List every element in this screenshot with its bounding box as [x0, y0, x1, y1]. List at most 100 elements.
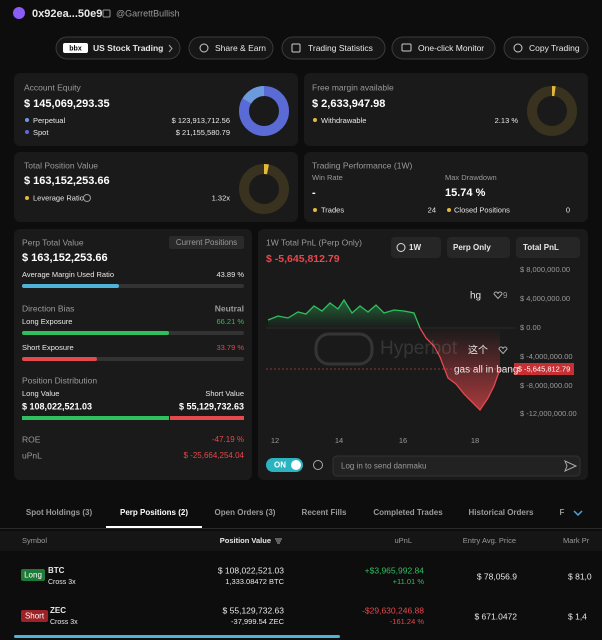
mark-price: $ 1,4 [568, 611, 587, 621]
label: Account Equity [24, 82, 81, 92]
card [304, 73, 588, 146]
donut-segment [242, 86, 265, 104]
tab[interactable]: Spot Holdings (3) [26, 508, 93, 517]
button-label: Copy Trading [529, 43, 580, 53]
side: Long [24, 571, 42, 580]
label: Max Drawdown [445, 173, 497, 182]
button-label: One-click Monitor [418, 43, 484, 53]
sort-icon[interactable] [275, 538, 282, 544]
tab[interactable]: Open Orders (3) [215, 508, 276, 517]
handle: @GarrettBullish [116, 8, 180, 18]
column-header[interactable]: Symbol [22, 536, 47, 545]
button[interactable] [391, 36, 496, 60]
tab[interactable]: Completed Trades [373, 508, 443, 517]
value: $ 163,152,253.66 [22, 252, 108, 264]
placeholder: Log in to send danmaku [341, 462, 426, 471]
card [14, 152, 298, 222]
label: Position Distribution [22, 375, 97, 385]
x-label: 18 [471, 436, 479, 445]
position-value: $ 55,129,732.63 [223, 605, 285, 615]
label: uPnL [22, 450, 42, 460]
entry-price: $ 78,056.9 [477, 571, 517, 581]
value: $ 108,022,521.03 [22, 401, 92, 411]
symbol: ZEC [50, 606, 66, 615]
column-header[interactable]: Position Value [220, 536, 271, 545]
label: Free margin available [312, 82, 394, 92]
dot [25, 118, 29, 122]
bar-fill [22, 357, 97, 361]
title: 1W Total PnL (Perp Only) [266, 237, 362, 247]
item-name: Trades [321, 205, 344, 214]
upnl: +$3,965,992.84 [365, 565, 425, 575]
button[interactable] [503, 36, 589, 60]
item-name: Spot [33, 128, 49, 137]
button[interactable] [55, 36, 181, 60]
send-icon[interactable] [564, 460, 578, 472]
y-label: $ -12,000,000.00 [520, 409, 577, 418]
dropdown[interactable] [391, 237, 441, 258]
tab[interactable]: F [560, 508, 565, 517]
avatar[interactable] [13, 7, 25, 19]
copy-icon[interactable] [102, 9, 111, 18]
toggle-knob [291, 460, 301, 470]
tab[interactable]: Recent Fills [302, 508, 347, 517]
scrollbar[interactable] [14, 635, 340, 638]
table-header [0, 531, 602, 551]
dot [447, 208, 451, 212]
toggle-label: ON [274, 461, 286, 470]
bar-fill [22, 331, 169, 335]
dropdown[interactable] [447, 237, 510, 258]
item-name: Withdrawable [321, 116, 366, 125]
item-value: 0 [566, 205, 570, 214]
margin: Cross 3x [50, 619, 78, 626]
value: Neutral [215, 303, 244, 313]
column-header[interactable]: Mark Pr [563, 536, 590, 545]
icon [291, 43, 301, 53]
settings-icon[interactable] [313, 460, 323, 470]
value: $ 145,069,293.35 [24, 98, 110, 110]
bar-fill [22, 284, 119, 288]
entry-price: $ 671.0472 [474, 611, 517, 621]
dropdown[interactable] [516, 237, 580, 258]
value: $ -25,664,254.04 [184, 451, 245, 460]
icon [396, 243, 406, 252]
danmaku-input[interactable] [332, 455, 581, 477]
label: Total Position Value [24, 160, 98, 170]
y-label: $ 8,000,000.00 [520, 265, 570, 274]
value: 43.89 % [216, 270, 244, 279]
button[interactable] [188, 36, 274, 60]
item-value: 24 [428, 205, 436, 214]
heart-icon[interactable] [498, 346, 508, 355]
value: $ -5,645,812.79 [266, 253, 340, 265]
danmaku-likes: 9 [503, 291, 508, 300]
danmaku: hg [470, 291, 481, 302]
column-header[interactable]: uPnL [394, 536, 412, 545]
tab[interactable]: Historical Orders [469, 508, 534, 517]
x-label: 12 [271, 436, 279, 445]
label: Direction Bias [22, 303, 74, 313]
tabs-more[interactable] [573, 510, 583, 517]
icon [513, 43, 523, 53]
bar-short [170, 416, 244, 420]
tag-text: Current Positions [176, 238, 237, 247]
side-tag [21, 569, 45, 581]
item-name: Closed Positions [454, 205, 510, 214]
value: $ 2,633,947.98 [312, 98, 385, 110]
column-header[interactable]: Entry Avg. Price [463, 536, 516, 545]
watermark: Hyperbot [380, 338, 458, 359]
help-icon[interactable] [83, 194, 91, 202]
label: Perp Total Value [22, 237, 84, 247]
tab-active[interactable]: Perp Positions (2) [120, 508, 188, 517]
heart-icon[interactable] [493, 291, 503, 300]
value: 33.79 % [216, 343, 244, 352]
button[interactable] [281, 36, 386, 60]
dropdown-label: 1W [409, 243, 421, 252]
y-label: $ -8,000,000.00 [520, 381, 573, 390]
label: ROE [22, 434, 41, 444]
label: Short Value [205, 389, 244, 398]
card [304, 152, 588, 222]
position-size: -37,999.54 ZEC [231, 617, 285, 626]
value: 66.21 % [216, 317, 244, 326]
value: - [312, 187, 316, 199]
upnl: -$29,630,246.88 [362, 605, 424, 615]
